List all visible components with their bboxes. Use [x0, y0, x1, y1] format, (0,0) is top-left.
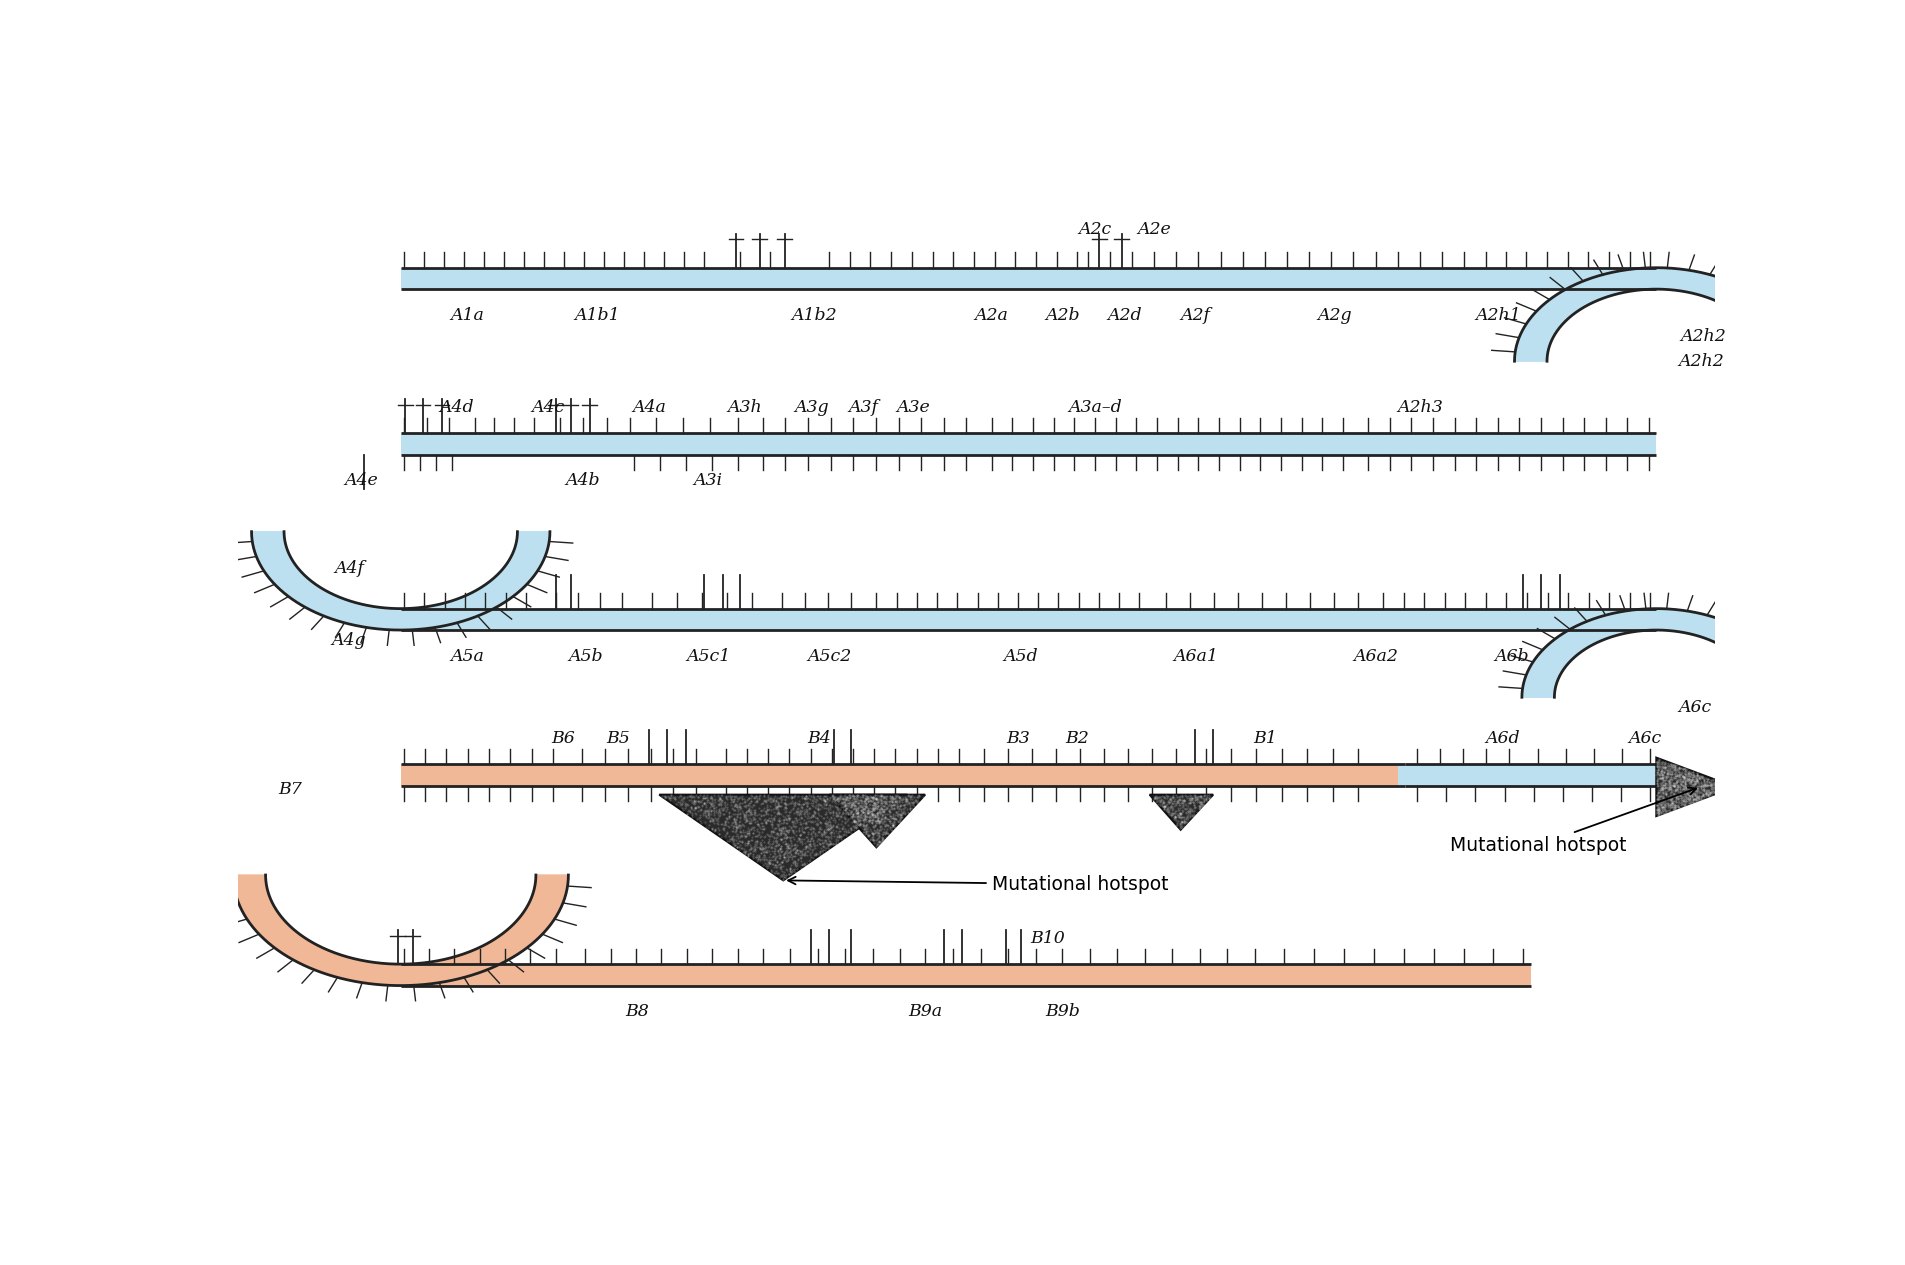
Text: B3: B3 [1006, 730, 1029, 746]
Text: A5c1: A5c1 [686, 648, 730, 664]
Polygon shape [659, 794, 907, 880]
Text: B8: B8 [625, 1003, 648, 1020]
Bar [400, 434, 1655, 454]
Text: A2a: A2a [973, 306, 1008, 324]
Text: A4f: A4f [333, 560, 364, 577]
Text: A2g: A2g [1316, 306, 1351, 324]
Text: A2e: A2e [1137, 221, 1170, 239]
Text: A6b: A6b [1494, 648, 1528, 664]
Text: B5: B5 [606, 730, 629, 746]
Text: Mutational hotspot: Mutational hotspot [787, 875, 1168, 894]
Text: A3a–d: A3a–d [1067, 398, 1122, 416]
Text: B10: B10 [1031, 930, 1065, 946]
Text: A3i: A3i [693, 472, 722, 490]
Polygon shape [251, 531, 551, 630]
Text: A3e: A3e [895, 398, 930, 416]
Text: B1: B1 [1252, 730, 1276, 746]
Text: A2b: A2b [1044, 306, 1080, 324]
Polygon shape [1520, 608, 1791, 697]
Text: B4: B4 [806, 730, 831, 746]
Text: B9b: B9b [1044, 1003, 1080, 1020]
Text: A1b2: A1b2 [791, 306, 836, 324]
Text: A4e: A4e [343, 472, 377, 490]
Text: A4g: A4g [331, 632, 366, 649]
Text: A6d: A6d [1484, 730, 1518, 746]
Polygon shape [1655, 758, 1734, 816]
Text: B2: B2 [1065, 730, 1088, 746]
Text: A6a2: A6a2 [1353, 648, 1398, 664]
Text: Mutational hotspot: Mutational hotspot [1448, 788, 1695, 855]
Bar [400, 964, 1530, 985]
Text: A5d: A5d [1004, 648, 1038, 664]
Text: A2h1: A2h1 [1474, 306, 1520, 324]
Text: A6c: A6c [1627, 730, 1661, 746]
Polygon shape [829, 794, 924, 848]
Text: A4c: A4c [531, 398, 564, 416]
Text: A3f: A3f [848, 398, 878, 416]
Text: A2c: A2c [1078, 221, 1111, 239]
Polygon shape [1149, 794, 1212, 830]
Text: A6a1: A6a1 [1172, 648, 1217, 664]
Text: A2f: A2f [1179, 306, 1210, 324]
Text: A4d: A4d [440, 398, 474, 416]
Bar [1404, 764, 1655, 786]
Text: A2h2: A2h2 [1678, 329, 1724, 345]
Text: A5c2: A5c2 [806, 648, 852, 664]
Text: B7: B7 [278, 782, 301, 798]
Polygon shape [232, 875, 568, 985]
Text: A2d: A2d [1107, 306, 1141, 324]
Text: A2h3: A2h3 [1396, 398, 1442, 416]
Text: A4b: A4b [564, 472, 600, 490]
Text: A3g: A3g [794, 398, 829, 416]
Text: A5a: A5a [450, 648, 484, 664]
Bar [400, 764, 1404, 786]
Text: A1b1: A1b1 [573, 306, 619, 324]
Polygon shape [1514, 268, 1796, 362]
Text: A6c: A6c [1678, 698, 1711, 716]
Bar [400, 268, 1655, 290]
Text: A1a: A1a [450, 306, 484, 324]
Text: A2h2: A2h2 [1678, 353, 1724, 369]
Text: A5b: A5b [568, 648, 602, 664]
Bar [400, 608, 1655, 630]
Bar [1396, 764, 1412, 786]
Text: A3h: A3h [728, 398, 762, 416]
Text: B6: B6 [551, 730, 575, 746]
Text: A4a: A4a [632, 398, 665, 416]
Text: B9a: B9a [907, 1003, 941, 1020]
